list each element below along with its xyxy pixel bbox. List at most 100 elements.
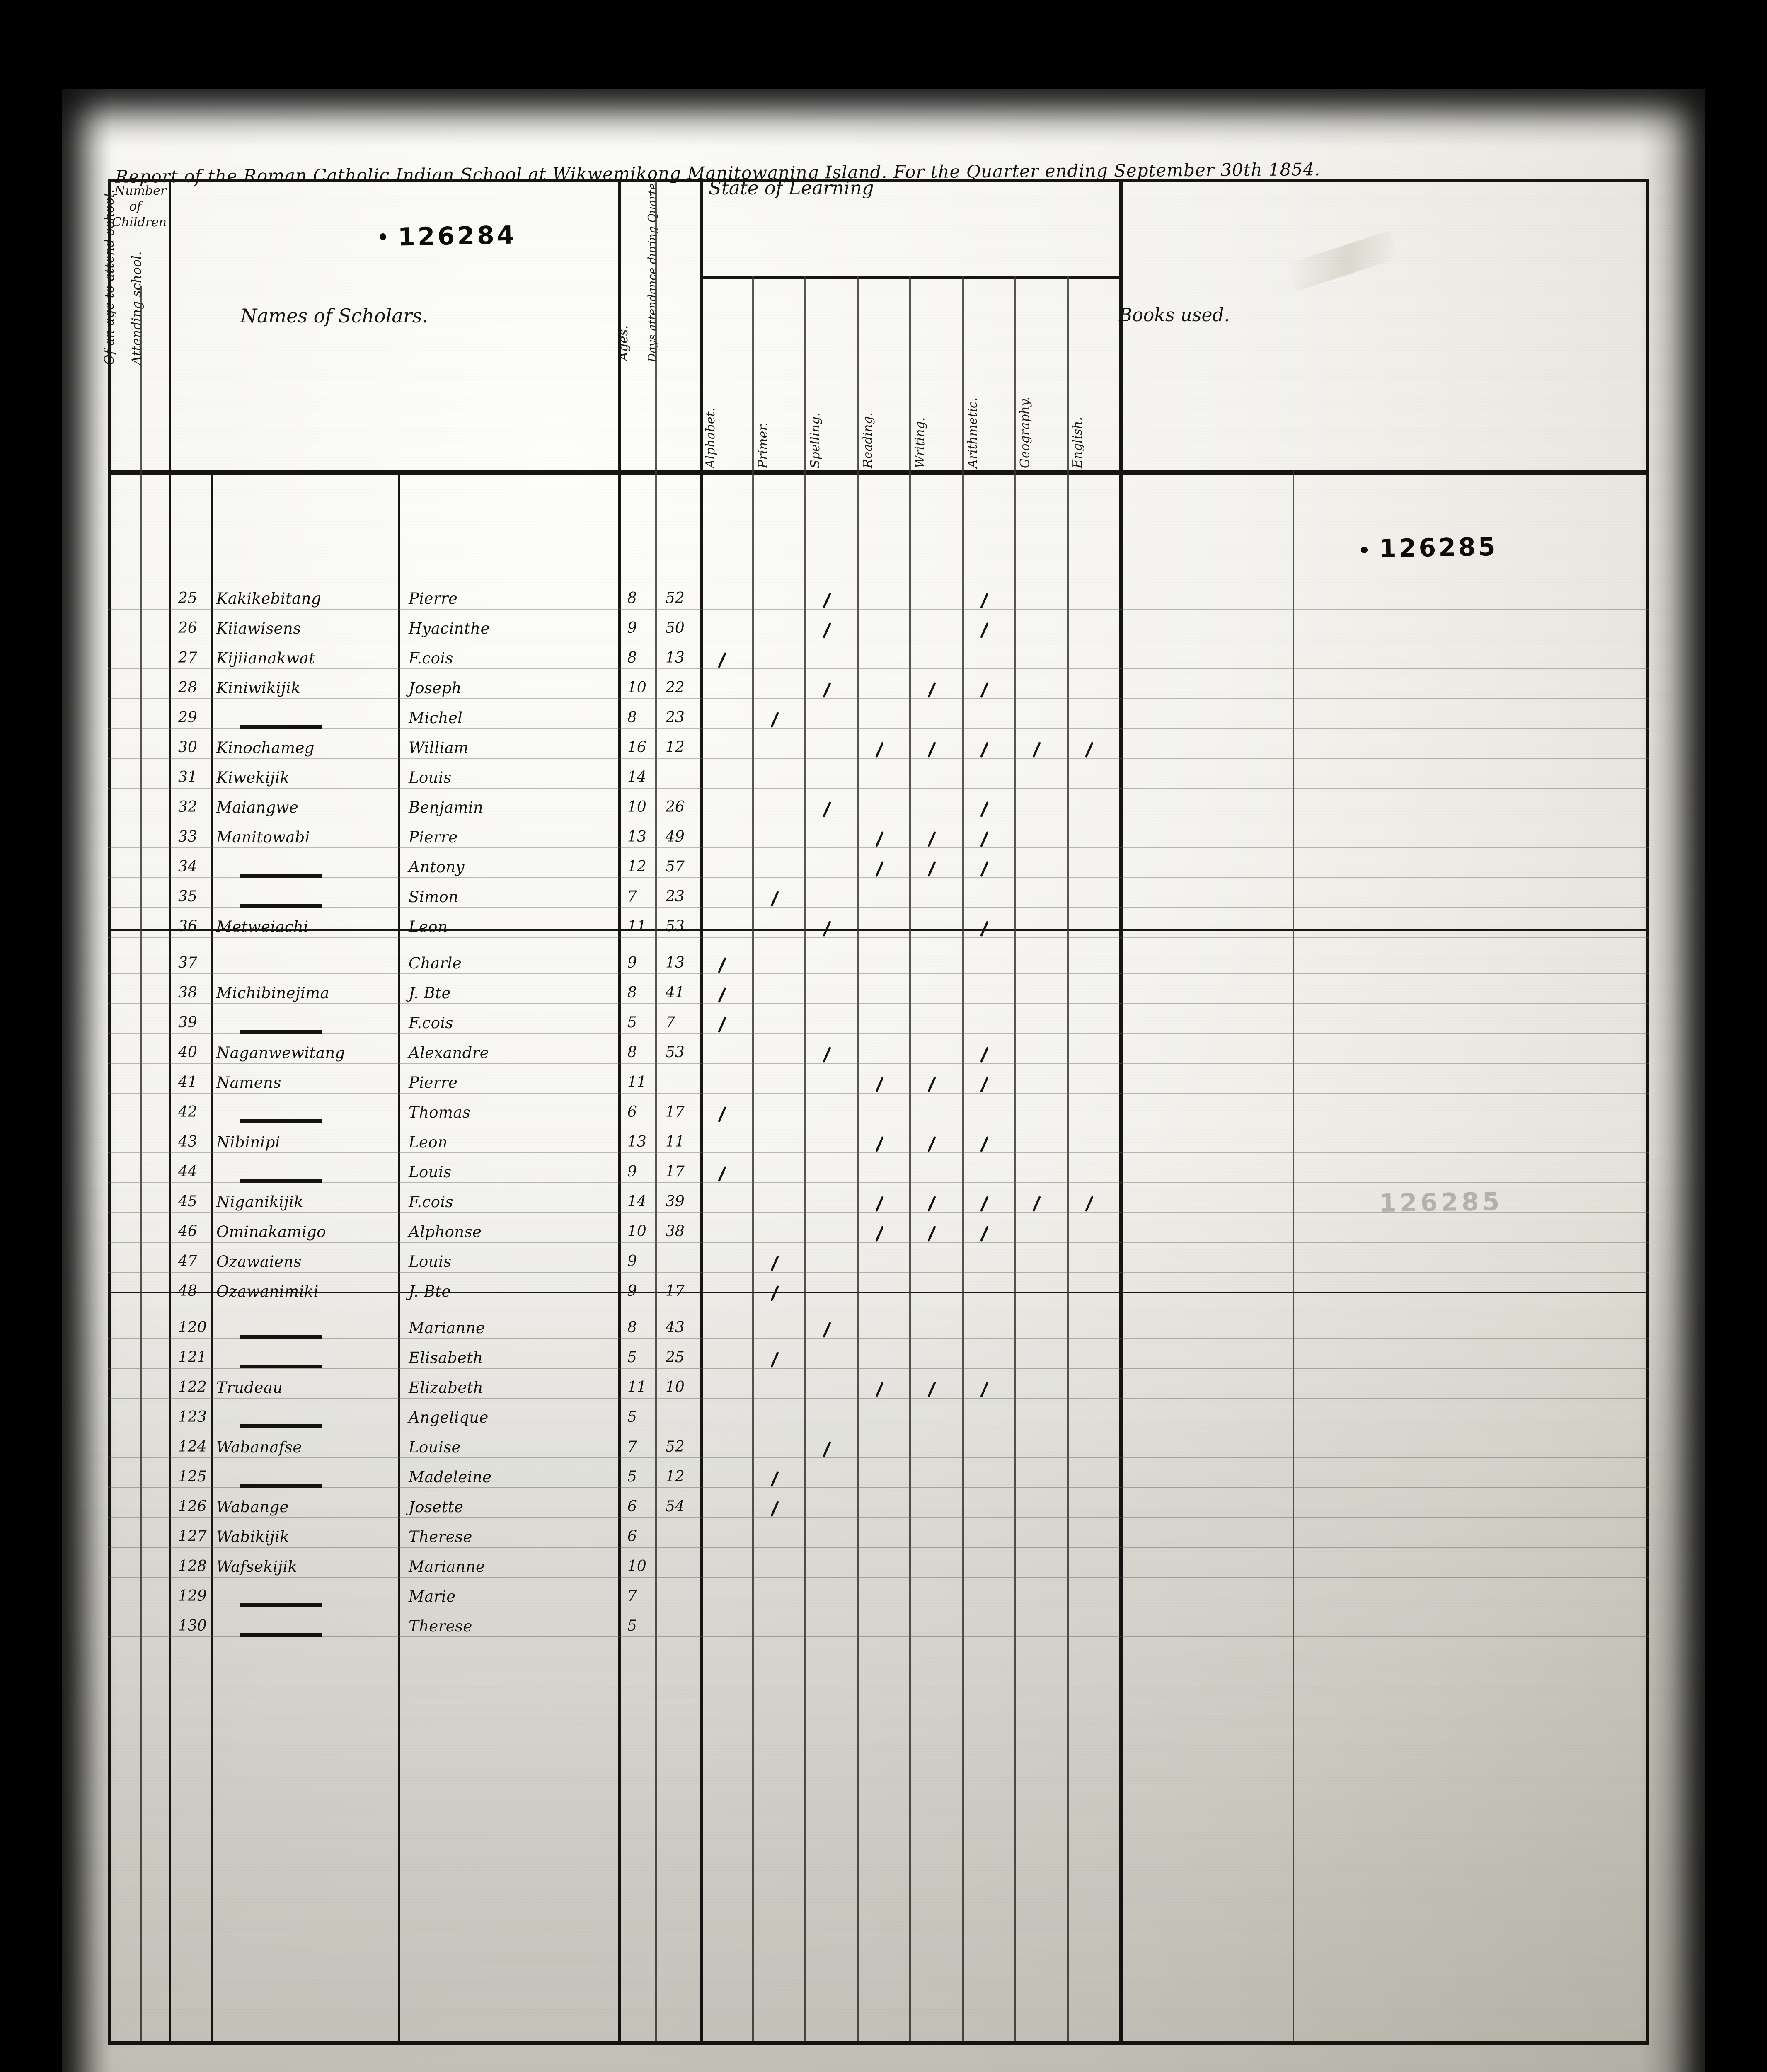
row-number: 28 bbox=[178, 679, 197, 696]
feint-line bbox=[108, 847, 1649, 848]
row-days: 43 bbox=[666, 1319, 685, 1336]
row-given-name: Angelique bbox=[409, 1409, 489, 1426]
row-number: 39 bbox=[178, 1014, 197, 1031]
subject-tick bbox=[1032, 741, 1041, 758]
table-rule-horizontal bbox=[108, 2041, 1649, 2045]
subject-tick bbox=[980, 920, 989, 937]
subject-tick bbox=[875, 861, 884, 877]
table-rule-vertical bbox=[909, 276, 911, 2041]
table-rule-horizontal bbox=[108, 179, 1649, 182]
subject-tick bbox=[927, 1076, 936, 1093]
row-age: 5 bbox=[627, 1349, 637, 1366]
row-days: 38 bbox=[666, 1223, 685, 1240]
subject-header-arithmetic: Arithmetic. bbox=[965, 397, 980, 468]
row-number: 32 bbox=[178, 799, 197, 816]
subject-tick bbox=[980, 1046, 989, 1063]
subject-tick bbox=[770, 712, 779, 728]
row-age: 8 bbox=[627, 709, 637, 726]
row-surname: Kakikebitang bbox=[216, 590, 322, 608]
row-age: 5 bbox=[627, 1409, 637, 1426]
row-surname: Wabanafse bbox=[216, 1438, 302, 1456]
feint-line bbox=[108, 1487, 1649, 1488]
row-age: 10 bbox=[627, 679, 646, 696]
row-given-name: William bbox=[409, 739, 469, 757]
row-number: 36 bbox=[178, 918, 197, 935]
table-rule-vertical bbox=[1014, 276, 1016, 2041]
row-number: 34 bbox=[178, 858, 197, 875]
row-number: 127 bbox=[178, 1528, 207, 1545]
row-days: 54 bbox=[666, 1498, 685, 1515]
subject-tick bbox=[823, 1441, 831, 1457]
row-surname: Kinochameg bbox=[216, 739, 315, 757]
table-rule-vertical bbox=[1119, 179, 1123, 2041]
col-days-label: Days attendance during Quarter. bbox=[646, 175, 659, 362]
row-days: 53 bbox=[666, 918, 685, 935]
row-age: 6 bbox=[627, 1528, 637, 1545]
feint-line bbox=[108, 1212, 1649, 1213]
feint-line bbox=[108, 1547, 1649, 1548]
subject-tick bbox=[980, 1381, 989, 1398]
subject-tick bbox=[875, 1225, 884, 1242]
row-surname: Namens bbox=[216, 1074, 281, 1092]
row-given-name: Louis bbox=[409, 769, 452, 787]
subject-header-english: English. bbox=[1070, 417, 1085, 468]
row-age: 7 bbox=[627, 1588, 637, 1605]
subject-tick bbox=[980, 801, 989, 818]
row-days: 52 bbox=[666, 1438, 685, 1455]
row-number: 130 bbox=[178, 1617, 207, 1634]
row-given-name: Louis bbox=[409, 1253, 452, 1271]
table-rule-horizontal bbox=[108, 929, 1649, 931]
archive-stamp-faint: 126285 bbox=[1379, 1187, 1503, 1218]
row-given-name: Leon bbox=[409, 1133, 448, 1151]
row-number: 37 bbox=[178, 954, 197, 971]
row-age: 7 bbox=[627, 888, 637, 905]
row-number: 124 bbox=[178, 1438, 207, 1455]
subject-tick bbox=[927, 831, 936, 847]
feint-line bbox=[108, 668, 1649, 669]
row-age: 13 bbox=[627, 1133, 646, 1150]
subject-tick bbox=[770, 1255, 779, 1272]
row-given-name: Michel bbox=[409, 709, 463, 727]
row-given-name: Pierre bbox=[409, 590, 458, 608]
feint-line bbox=[108, 1517, 1649, 1518]
row-surname-dash bbox=[240, 1179, 322, 1183]
row-given-name: Alphonse bbox=[409, 1223, 482, 1241]
subject-header-spelling: Spelling. bbox=[808, 412, 823, 468]
subject-tick bbox=[927, 1381, 936, 1398]
row-surname: Naganwewitang bbox=[216, 1044, 345, 1062]
row-age: 8 bbox=[627, 1319, 637, 1336]
subject-tick bbox=[718, 1106, 726, 1123]
row-number: 122 bbox=[178, 1379, 207, 1396]
row-days: 10 bbox=[666, 1379, 685, 1396]
table-rule-vertical bbox=[1293, 470, 1294, 2041]
number-of-children-label-of: of bbox=[129, 199, 142, 214]
subject-header-writing: Writing. bbox=[913, 417, 927, 468]
subject-tick bbox=[927, 1225, 936, 1242]
row-number: 42 bbox=[178, 1104, 197, 1121]
row-age: 6 bbox=[627, 1498, 637, 1515]
row-age: 10 bbox=[627, 1558, 646, 1575]
subject-tick bbox=[875, 831, 884, 847]
row-surname-dash bbox=[240, 1365, 322, 1368]
row-age: 11 bbox=[627, 1379, 646, 1396]
row-given-name: Leon bbox=[409, 918, 448, 936]
row-surname-dash bbox=[240, 1030, 322, 1034]
row-given-name: Pierre bbox=[409, 828, 458, 846]
row-days: 23 bbox=[666, 888, 685, 905]
subject-tick bbox=[823, 801, 831, 818]
feint-line bbox=[108, 1063, 1649, 1064]
subject-tick bbox=[980, 1136, 989, 1152]
feint-line bbox=[108, 1636, 1649, 1637]
row-surname: Wabange bbox=[216, 1498, 289, 1516]
feint-line bbox=[108, 907, 1649, 908]
table-rule-horizontal bbox=[108, 470, 1649, 475]
subject-tick bbox=[770, 1285, 779, 1302]
table-rule-vertical bbox=[655, 179, 657, 2041]
feint-line bbox=[108, 788, 1649, 789]
row-surname: Wafsekijik bbox=[216, 1558, 298, 1576]
row-surname: Metweiachi bbox=[216, 918, 309, 936]
feint-line bbox=[108, 1398, 1649, 1399]
row-given-name: Louis bbox=[409, 1163, 452, 1181]
row-age: 9 bbox=[627, 1253, 637, 1270]
row-surname-dash bbox=[240, 1424, 322, 1428]
